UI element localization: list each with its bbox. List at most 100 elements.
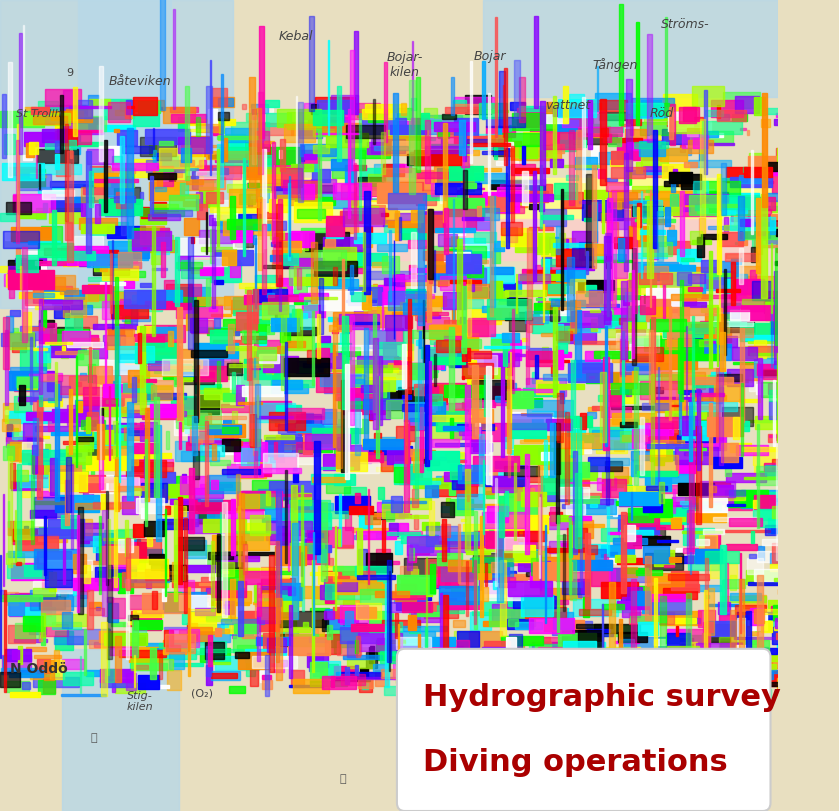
Bar <box>754 609 763 623</box>
Bar <box>78 401 82 412</box>
Bar <box>262 302 288 319</box>
Bar <box>771 243 772 312</box>
Bar <box>647 201 653 278</box>
Bar <box>613 539 647 544</box>
Bar <box>388 647 408 658</box>
Bar <box>315 133 359 135</box>
Bar <box>425 526 458 546</box>
Bar <box>133 462 173 470</box>
Bar <box>768 434 784 442</box>
Bar <box>425 386 438 398</box>
Bar <box>378 382 388 398</box>
Bar <box>87 412 98 430</box>
Bar <box>219 571 227 573</box>
Bar <box>71 335 98 341</box>
Bar <box>585 285 596 296</box>
Bar <box>253 109 256 118</box>
Bar <box>0 672 19 687</box>
Bar <box>387 622 402 642</box>
Bar <box>456 285 494 298</box>
Bar <box>154 169 187 179</box>
Bar <box>332 168 353 178</box>
Bar <box>253 109 261 117</box>
Bar <box>33 381 61 400</box>
Bar <box>410 363 432 380</box>
Bar <box>138 336 164 347</box>
Bar <box>675 387 680 401</box>
Bar <box>725 530 769 532</box>
Bar <box>539 557 558 575</box>
Bar <box>30 173 46 177</box>
Bar <box>651 207 682 215</box>
Bar <box>774 627 809 629</box>
Bar <box>313 620 324 637</box>
Bar <box>633 270 634 358</box>
Bar <box>23 616 44 631</box>
Bar <box>24 607 55 625</box>
Bar <box>44 341 72 344</box>
Bar <box>772 200 805 212</box>
Bar <box>571 300 576 333</box>
Bar <box>388 294 434 298</box>
Bar <box>158 167 198 170</box>
Bar <box>764 462 774 470</box>
Bar <box>630 115 633 135</box>
Bar <box>620 387 628 393</box>
Bar <box>689 439 695 551</box>
Bar <box>259 26 264 138</box>
Bar <box>545 301 581 309</box>
Bar <box>125 363 169 364</box>
Bar <box>117 130 137 145</box>
Bar <box>265 100 279 107</box>
Bar <box>541 251 587 255</box>
Bar <box>317 314 320 358</box>
Bar <box>210 207 257 212</box>
Bar <box>206 587 213 597</box>
Bar <box>84 402 112 414</box>
Bar <box>445 174 453 187</box>
Bar <box>440 506 472 513</box>
Bar <box>739 248 743 284</box>
Bar <box>44 348 86 352</box>
Bar <box>408 298 411 393</box>
Bar <box>777 644 789 653</box>
Text: Kebal: Kebal <box>279 30 313 43</box>
Bar <box>103 336 125 345</box>
Bar <box>225 127 263 142</box>
Bar <box>619 339 625 376</box>
Bar <box>436 651 467 661</box>
Bar <box>256 637 289 646</box>
Bar <box>199 160 206 174</box>
Bar <box>320 374 364 386</box>
Bar <box>758 670 793 685</box>
Bar <box>444 208 448 254</box>
Bar <box>396 637 430 649</box>
Bar <box>61 348 68 358</box>
Bar <box>725 253 758 261</box>
Bar <box>628 508 653 522</box>
Bar <box>555 183 577 199</box>
Bar <box>626 366 651 371</box>
Bar <box>766 233 787 242</box>
Bar <box>194 451 199 479</box>
Bar <box>472 557 501 573</box>
Bar <box>743 227 780 238</box>
Bar <box>769 553 789 564</box>
Bar <box>239 611 279 632</box>
Bar <box>288 587 294 594</box>
Bar <box>241 337 267 338</box>
Bar <box>620 336 627 348</box>
Bar <box>767 161 803 171</box>
Bar <box>287 341 305 347</box>
Bar <box>649 190 650 307</box>
Bar <box>664 660 668 673</box>
Bar <box>387 448 410 465</box>
Bar <box>336 452 367 471</box>
Bar <box>109 648 137 655</box>
Bar <box>508 543 539 549</box>
Bar <box>0 266 8 272</box>
Bar <box>446 255 481 272</box>
Bar <box>254 340 279 360</box>
Bar <box>705 109 723 116</box>
Bar <box>499 496 504 537</box>
